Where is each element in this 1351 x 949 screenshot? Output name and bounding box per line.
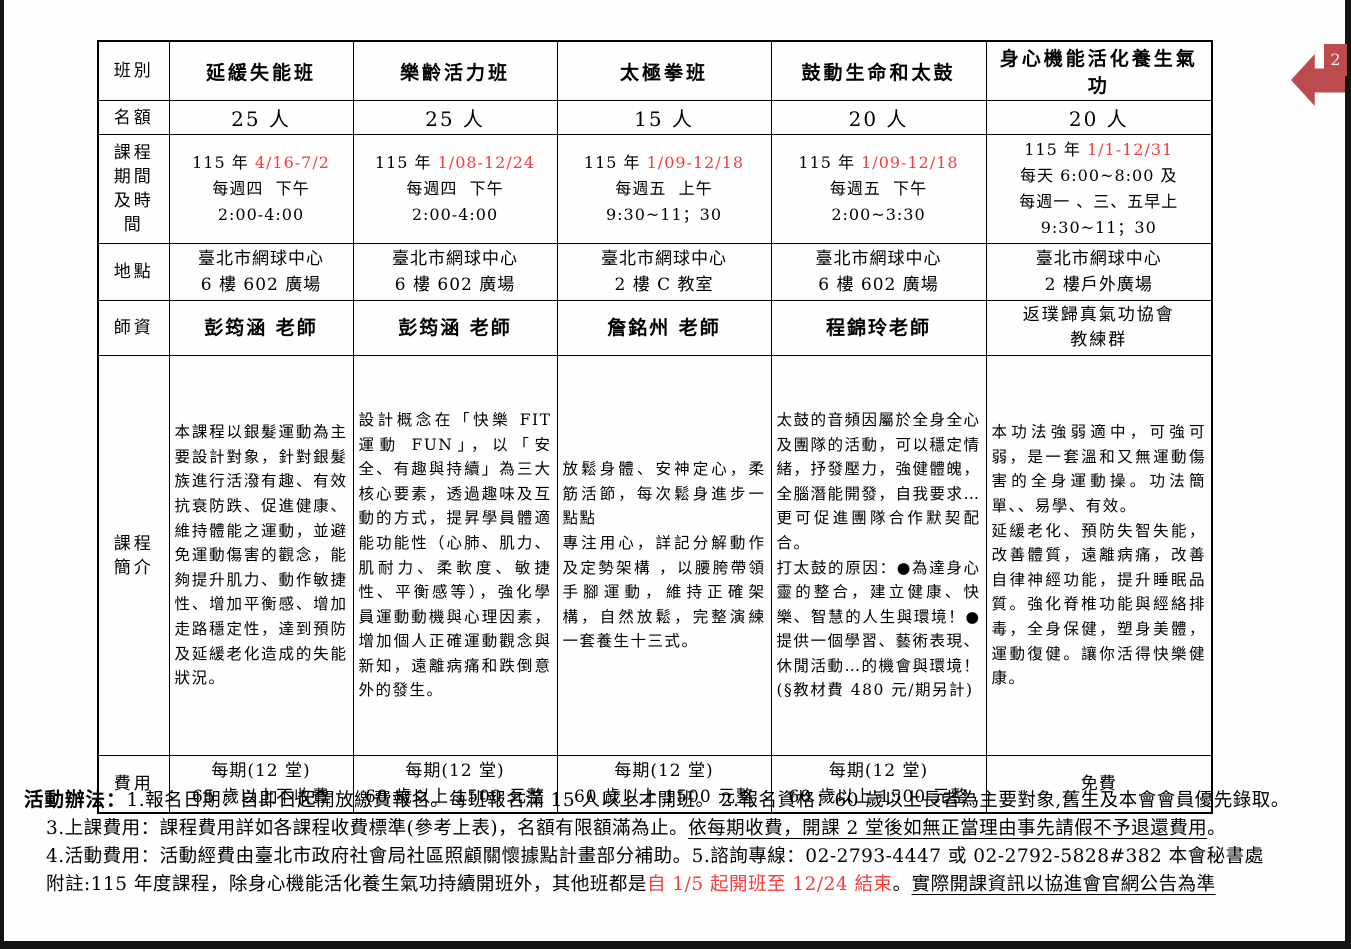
- instructor-cell: 彭筠涵 老師: [168, 300, 354, 356]
- footer-line-4: 附註:115 年度課程，除身心機能活化養生氣功持續開班外，其他班都是自 1/5 …: [46, 874, 1216, 895]
- instructor-cell: 詹銘州 老師: [556, 300, 772, 356]
- row-label-instructor: 師資: [97, 300, 170, 356]
- row-label-description: 課程簡介: [97, 355, 170, 756]
- location-cell: 臺北市網球中心 6 樓 602 廣場: [168, 243, 354, 301]
- schedule-times: 每週五 上午 9:30~11；30: [605, 179, 723, 224]
- course-dates-red: 自 1/5 起開班至 12/24 結束: [646, 874, 893, 895]
- class-name: 樂齡活力班: [352, 40, 558, 101]
- table-row: 費用 每期(12 堂) 65 歲以上不收費 每期(12 堂) 60 歲以上 15…: [97, 755, 1213, 814]
- row-label-location: 地點: [97, 243, 170, 301]
- schedule-date: 1/08-12/24: [437, 153, 536, 172]
- schedule-date: 1/09-12/18: [861, 153, 959, 172]
- row-label-class: 班別: [97, 40, 170, 101]
- description-cell: 本功法強弱適中，可強可弱，是一套溫和又無運動傷害的全身運動操。功法簡單、、易學、…: [985, 355, 1213, 756]
- activity-notes: 活動辦法：1.報名日期：自即日起開放繳費報名。每班報名滿 15 人以上才開班。 …: [24, 786, 1324, 899]
- footer-line-3: 4.活動費用：活動經費由臺北市政府社會局社區照顧關懷據點計畫部分補助。5.諮詢專…: [46, 846, 1264, 867]
- schedule-cell: 115 年 1/1-12/31 每天 6:00~8:00 及 每週一 、三、五早上…: [985, 134, 1213, 244]
- schedule-cell: 115 年 1/09-12/18 每週五 上午 9:30~11；30: [556, 134, 772, 244]
- location-cell: 臺北市網球中心 6 樓 602 廣場: [352, 243, 558, 301]
- table-row: 名額 25 人 25 人 15 人 20 人 20 人: [97, 100, 1213, 135]
- description-cell: 放鬆身體、安神定心，柔筋活節，每次鬆身進步一點點 專注用心，詳記分解動作及定勢架…: [556, 355, 772, 756]
- fee-cell: 每期(12 堂) 60 歲以上 1500 元整: [770, 755, 987, 814]
- quota-value: 20 人: [985, 100, 1213, 135]
- description-cell: 設計概念在「快樂 FIT 運動 FUN」，以「安全、有趣與持續」為三大核心要素，…: [352, 355, 558, 756]
- quota-value: 15 人: [556, 100, 772, 135]
- official-site-note-underlined: 實際開課資訊以協進會官網公告為準: [911, 874, 1216, 895]
- page-number-badge: 2: [1324, 44, 1347, 76]
- location-cell: 臺北市網球中心 6 樓 602 廣場: [770, 243, 987, 301]
- schedule-year: 115 年: [1024, 140, 1087, 159]
- schedule-date: 4/16-7/2: [254, 153, 330, 172]
- fee-cell: 每期(12 堂) 60 歲以上 1500 元整: [352, 755, 558, 814]
- fee-cell: 每期(12 堂) 65 歲以上不收費: [168, 755, 354, 814]
- schedule-times: 每週四 下午 2:00-4:00: [212, 179, 310, 224]
- schedule-date: 1/09-12/18: [646, 153, 745, 172]
- refund-policy-underlined: 依每期收費，開課 2 堂後如無正當理由事先請假不予退還費用: [688, 818, 1208, 839]
- quota-value: 25 人: [168, 100, 354, 135]
- schedule-cell: 115 年 1/08-12/24 每週四 下午 2:00-4:00: [352, 134, 558, 244]
- schedule-times: 每天 6:00~8:00 及 每週一 、三、五早上 9:30~11；30: [1019, 166, 1179, 237]
- row-label-quota: 名額: [97, 100, 170, 135]
- fee-cell: 每期(12 堂) 60 歲以上 1500 元整: [556, 755, 772, 814]
- schedule-times: 每週四 下午 2:00-4:00: [406, 179, 504, 224]
- table-row: 地點 臺北市網球中心 6 樓 602 廣場 臺北市網球中心 6 樓 602 廣場…: [97, 243, 1213, 301]
- class-name: 身心機能活化養生氣功: [985, 40, 1213, 101]
- instructor-cell: 彭筠涵 老師: [352, 300, 558, 356]
- footer-line-1: 活動辦法：1.報名日期：自即日起開放繳費報名。每班報名滿 15 人以上才開班。 …: [24, 788, 1290, 811]
- schedule-year: 115 年: [374, 153, 438, 172]
- instructor-cell: 程錦玲老師: [770, 300, 987, 356]
- schedule-cell: 115 年 1/09-12/18 每週五 下午 2:00~3:30: [770, 134, 987, 244]
- instructor-cell: 返璞歸真氣功協會 教練群: [985, 300, 1213, 356]
- page-edge-right: [1345, 0, 1351, 949]
- table-row: 課程簡介 本課程以銀髮運動為主要設計對象，針對銀髮族進行活潑有趣、有效抗衰防跌、…: [97, 355, 1213, 756]
- course-table: 班別 延緩失能班 樂齡活力班 太極拳班 鼓動生命和太鼓 身心機能活化養生氣功 名…: [97, 40, 1213, 814]
- quota-value: 25 人: [352, 100, 558, 135]
- page-edge-left: [0, 0, 4, 949]
- table-row: 班別 延緩失能班 樂齡活力班 太極拳班 鼓動生命和太鼓 身心機能活化養生氣功: [97, 40, 1213, 101]
- schedule-year: 115 年: [583, 153, 647, 172]
- location-cell: 臺北市網球中心 2 樓 C 教室: [556, 243, 772, 301]
- row-label-schedule: 課程期間及時間: [97, 134, 170, 244]
- class-name: 太極拳班: [556, 40, 772, 101]
- row-label-fee: 費用: [97, 755, 170, 814]
- schedule-year: 115 年: [798, 153, 862, 172]
- footer-heading: 活動辦法：: [24, 788, 127, 811]
- schedule-cell: 115 年 4/16-7/2 每週四 下午 2:00-4:00: [168, 134, 354, 244]
- description-cell: 太鼓的音頻因屬於全身全心及團隊的活動，可以穩定情緒，抒發壓力，強健體魄，全腦潛能…: [770, 355, 987, 756]
- schedule-year: 115 年: [192, 153, 255, 172]
- page-edge-bottom: [0, 941, 1351, 949]
- table-row: 師資 彭筠涵 老師 彭筠涵 老師 詹銘州 老師 程錦玲老師 返璞歸真氣功協會 教…: [97, 300, 1213, 356]
- schedule-times: 每週五 下午 2:00~3:30: [829, 179, 928, 224]
- description-cell: 本課程以銀髮運動為主要設計對象，針對銀髮族進行活潑有趣、有效抗衰防跌、促進健康、…: [168, 355, 354, 756]
- class-name: 鼓動生命和太鼓: [770, 40, 987, 101]
- table-row: 課程期間及時間 115 年 4/16-7/2 每週四 下午 2:00-4:00 1…: [97, 134, 1213, 244]
- class-name: 延緩失能班: [168, 40, 354, 101]
- page-back-arrow[interactable]: 2: [1291, 44, 1347, 108]
- fee-cell: 免費: [985, 755, 1213, 814]
- footer-line-2: 3.上課費用：課程費用詳如各課程收費標準(參考上表)，名額有限額滿為止。依每期收…: [46, 818, 1227, 839]
- quota-value: 20 人: [770, 100, 987, 135]
- schedule-date: 1/1-12/31: [1086, 140, 1174, 159]
- location-cell: 臺北市網球中心 2 樓戶外廣場: [985, 243, 1213, 301]
